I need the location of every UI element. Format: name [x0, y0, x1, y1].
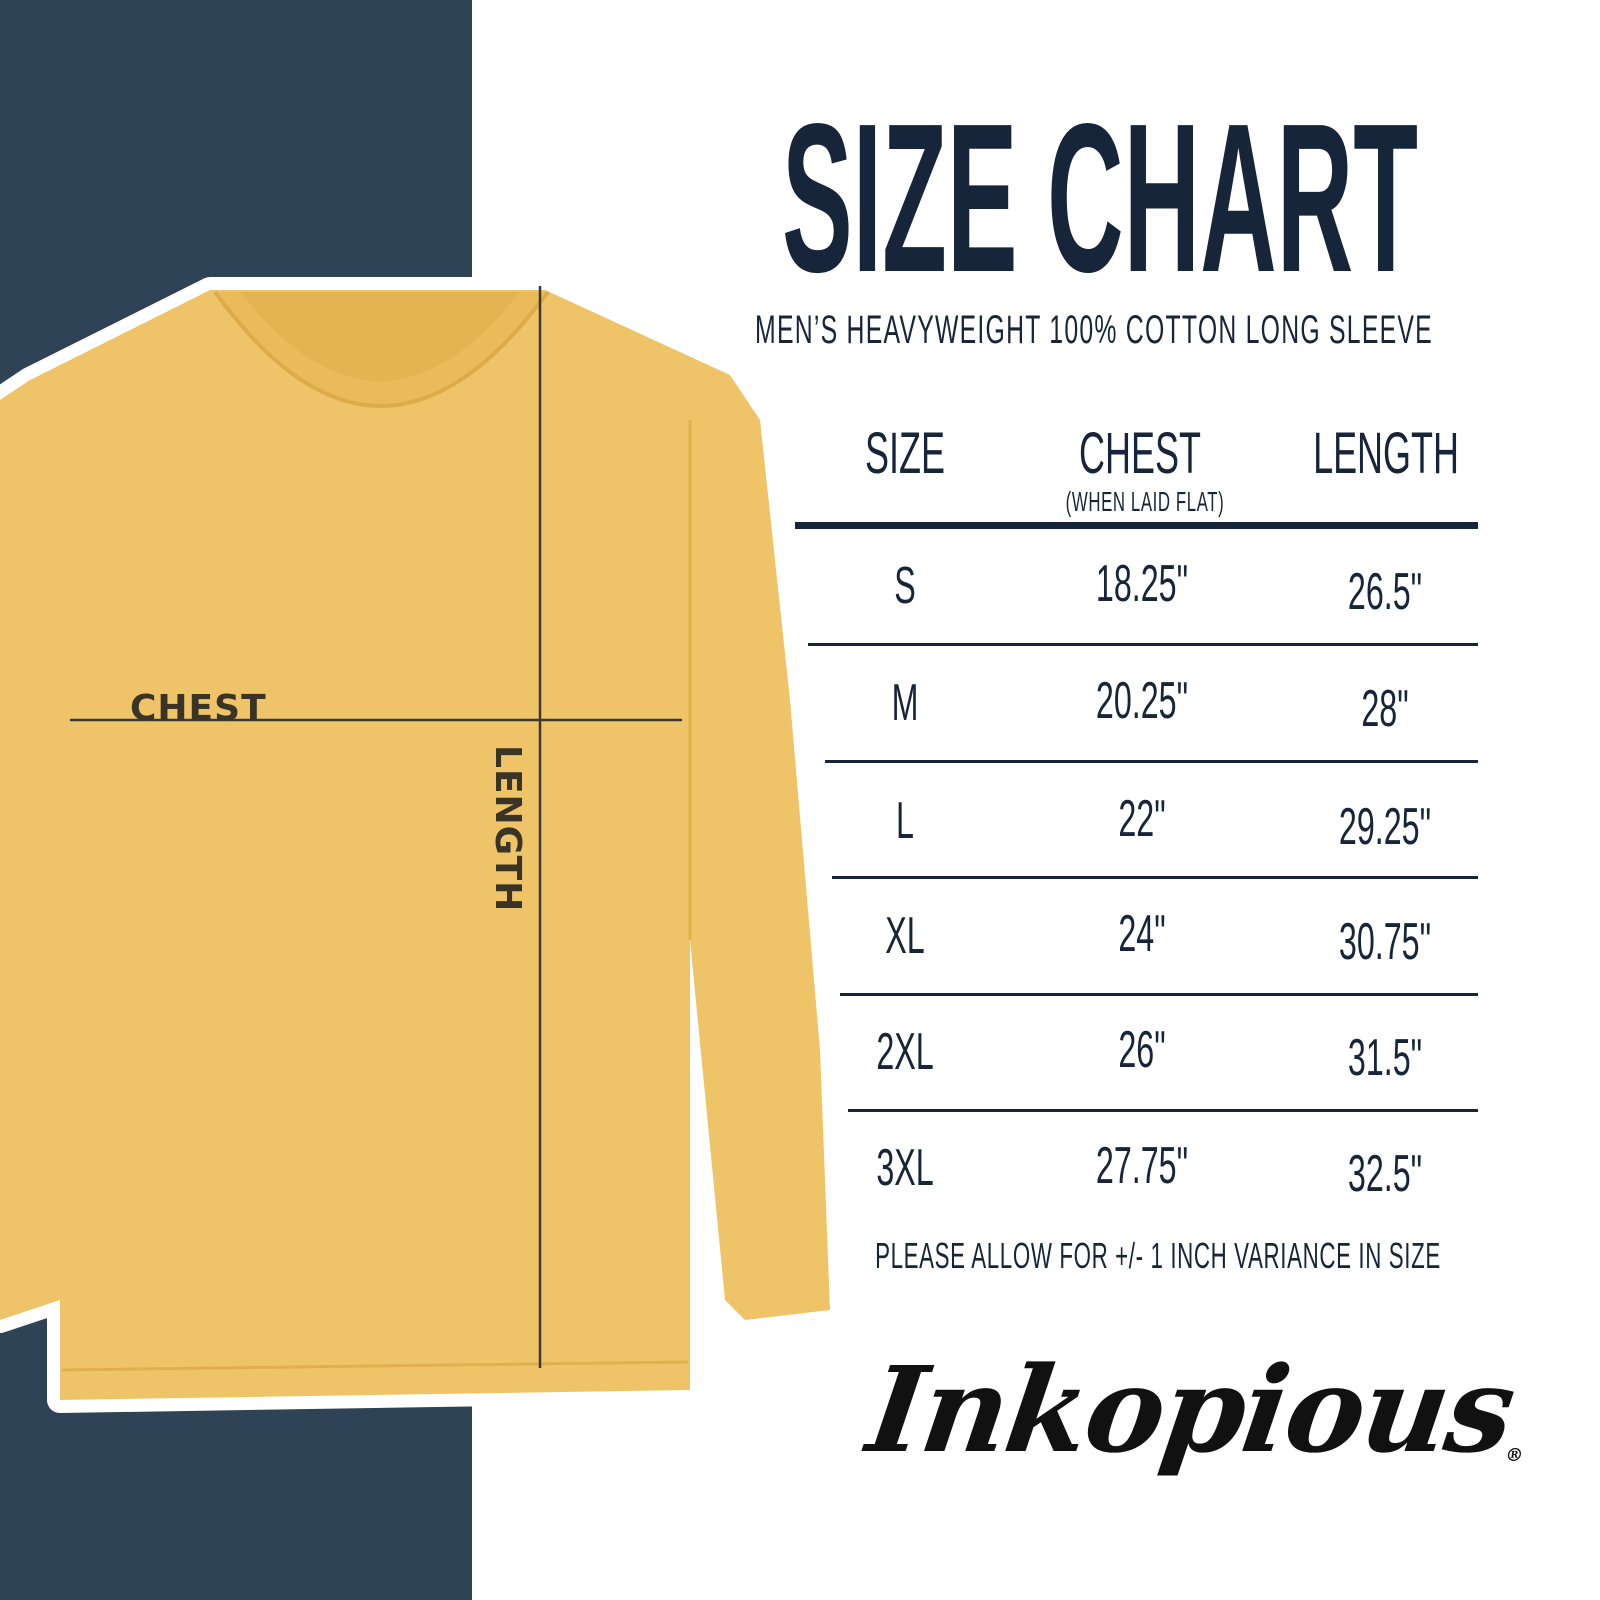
cell-chest: 22"	[1118, 790, 1166, 848]
cell-length: 29.25"	[1338, 798, 1432, 856]
row-divider	[808, 643, 1478, 646]
cell-length: 26.5"	[1347, 563, 1423, 621]
row-divider	[825, 760, 1478, 763]
cell-chest: 27.75"	[1095, 1137, 1189, 1195]
cell-size: L	[896, 792, 914, 850]
cell-chest: 18.25"	[1095, 555, 1189, 613]
header-chest: CHEST	[1079, 421, 1201, 486]
cell-chest: 20.25"	[1095, 672, 1189, 730]
header-divider	[795, 522, 1478, 529]
cell-chest: 26"	[1118, 1021, 1166, 1079]
brand-logo: Inkopious®	[860, 1340, 1537, 1479]
cell-size: 2XL	[876, 1023, 934, 1081]
shirt-body	[0, 290, 830, 1400]
cell-length: 30.75"	[1338, 913, 1432, 971]
chest-label: CHEST	[130, 688, 267, 729]
cell-chest: 24"	[1118, 905, 1166, 963]
cell-length: 28"	[1361, 680, 1409, 738]
length-label: LENGTH	[487, 745, 528, 913]
header-size: SIZE	[865, 421, 945, 486]
shirt-image	[0, 286, 830, 1400]
row-divider	[832, 876, 1478, 879]
brand-logo-text: Inkopious	[860, 1340, 1522, 1479]
cell-length: 32.5"	[1347, 1145, 1423, 1203]
page-title: SIZE CHART	[782, 79, 1418, 316]
row-divider	[848, 1109, 1478, 1112]
shirt-neck	[240, 292, 520, 381]
header-length: LENGTH	[1313, 421, 1459, 486]
subtitle: MEN’S HEAVYWEIGHT 100% COTTON LONG SLEEV…	[755, 308, 1433, 352]
cell-size: 3XL	[876, 1139, 934, 1197]
cell-size: XL	[885, 907, 925, 965]
row-divider	[840, 993, 1478, 996]
cell-size: M	[891, 674, 919, 732]
cell-size: S	[894, 557, 916, 615]
registered-mark: ®	[1503, 1445, 1523, 1466]
cell-length: 31.5"	[1347, 1029, 1423, 1087]
header-chest-note: (WHEN LAID FLAT)	[1065, 486, 1225, 517]
variance-note: PLEASE ALLOW FOR +/- 1 INCH VARIANCE IN …	[875, 1235, 1441, 1276]
shirt-hem	[61, 1360, 689, 1372]
